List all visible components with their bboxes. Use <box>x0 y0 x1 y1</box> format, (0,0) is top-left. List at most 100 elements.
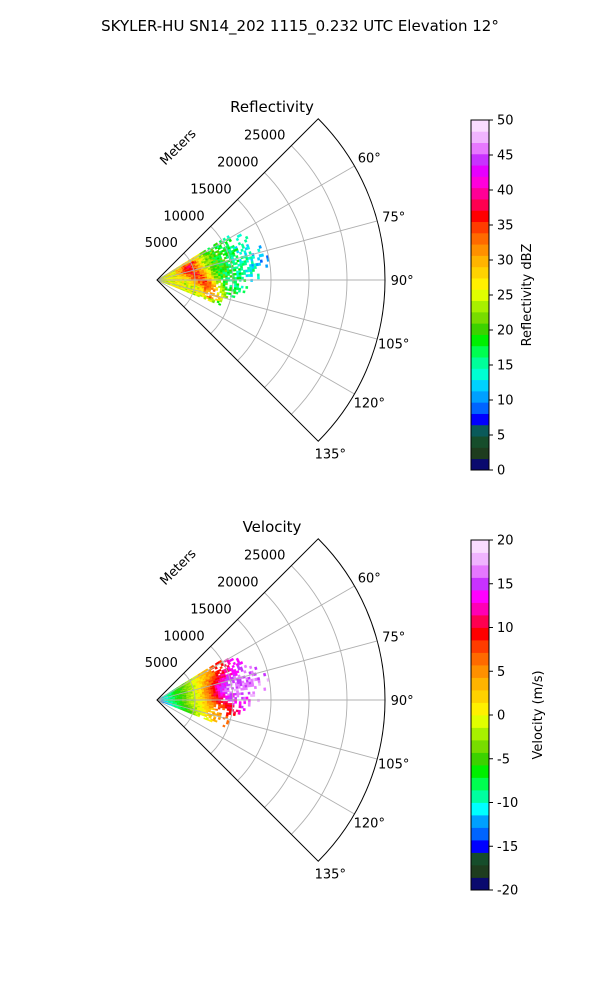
colorbar-swatch <box>471 120 489 132</box>
colorbar-swatch <box>471 752 489 766</box>
field-bin <box>216 280 219 283</box>
field-bin <box>224 706 228 709</box>
field-bin <box>209 697 212 700</box>
field-bin <box>218 280 221 283</box>
field-bin <box>202 698 206 700</box>
field-bin <box>226 689 230 693</box>
field-bin <box>225 721 229 725</box>
field-bin <box>224 691 228 695</box>
colorbar-tick-label: 10 <box>497 621 514 636</box>
field-bin <box>217 717 221 721</box>
colorbar-swatch <box>471 815 489 828</box>
field-bin <box>258 245 262 249</box>
field-bin <box>229 693 233 696</box>
reflectivity-colorbar: Reflectivity dBZ 0 5 10 15 20 25 30 35 40 45 50 <box>470 114 535 479</box>
colorbar-swatch <box>471 379 489 392</box>
range-tick-label: 10000 <box>163 209 204 224</box>
colorbar-tick-label: 15 <box>497 359 514 374</box>
azimuth-tick-label: 105° <box>378 337 409 352</box>
field-bin <box>213 285 217 288</box>
reflectivity-title: Reflectivity <box>230 98 314 116</box>
field-bin <box>222 724 226 728</box>
field-bin <box>222 701 226 704</box>
velocity-grid <box>156 538 386 862</box>
field-bin <box>253 685 257 690</box>
field-bin <box>197 295 200 298</box>
colorbar-swatch <box>471 210 489 223</box>
field-bin <box>197 698 201 700</box>
field-bin <box>226 708 230 711</box>
field-bin <box>220 282 224 285</box>
field-bin <box>244 687 248 691</box>
field-bin <box>227 697 231 700</box>
field-bin <box>231 664 235 669</box>
field-bin <box>215 702 219 705</box>
colorbar-tick-label: 20 <box>497 324 514 339</box>
field-bin <box>232 661 236 666</box>
field-bin <box>236 276 240 280</box>
field-bin <box>245 286 249 289</box>
field-bin <box>227 277 231 280</box>
field-bin <box>213 700 217 703</box>
colorbar-swatch <box>471 852 489 866</box>
field-bin <box>257 257 261 261</box>
colorbar-swatch <box>471 565 489 578</box>
field-bin <box>234 283 237 286</box>
field-bin <box>263 687 267 691</box>
field-bin <box>216 277 219 280</box>
colorbar-swatch <box>471 802 489 816</box>
azimuth-tick-label: 75° <box>382 211 405 226</box>
range-tick-label: 25000 <box>244 129 285 144</box>
range-tick-label: 20000 <box>217 156 258 171</box>
field-bin <box>217 285 221 288</box>
field-bin <box>207 290 211 293</box>
field-bin <box>234 281 237 284</box>
colorbar-swatch <box>471 278 489 290</box>
field-bin <box>234 697 237 700</box>
field-bin <box>222 281 226 284</box>
field-bin <box>220 277 224 280</box>
field-bin <box>234 272 237 276</box>
field-bin <box>241 696 244 700</box>
field-bin <box>240 285 244 289</box>
field-bin <box>218 277 221 280</box>
field-bin <box>252 691 256 695</box>
azimuth-line-75° <box>156 220 378 281</box>
field-bin <box>218 274 221 277</box>
field-bin <box>243 272 246 275</box>
field-bin <box>218 694 221 697</box>
colorbar-swatch <box>471 153 489 166</box>
field-bin <box>227 661 232 666</box>
field-bin <box>240 272 244 275</box>
reflectivity-range-ticks: 5000 10000 15000 20000 25000 <box>145 129 286 252</box>
field-bin <box>236 287 239 291</box>
azimuth-tick-label: 120° <box>354 817 385 832</box>
colorbar-swatch <box>471 142 489 155</box>
field-bin <box>238 276 242 280</box>
field-bin <box>229 697 233 700</box>
field-bin <box>213 702 217 705</box>
colorbar-tick-label: -20 <box>497 884 518 899</box>
colorbar-swatch <box>471 458 489 471</box>
colorbar-swatch <box>471 715 489 728</box>
field-bin <box>260 253 264 257</box>
azimuth-line-105° <box>156 279 378 340</box>
field-bin <box>240 248 244 252</box>
field-bin <box>251 683 255 687</box>
field-bin <box>232 295 236 299</box>
field-bin <box>250 694 253 697</box>
field-bin <box>218 275 221 279</box>
field-bin <box>243 664 248 669</box>
colorbar-tick-label: 35 <box>497 219 514 234</box>
field-bin <box>214 719 218 723</box>
colorbar-swatch <box>471 690 489 703</box>
velocity-title: Velocity <box>243 518 302 536</box>
velocity-colorbar: Velocity (m/s) -20 -15 -10 -5 0 5 10 15 20 <box>470 534 546 899</box>
field-bin <box>220 275 224 278</box>
colorbar-swatch <box>471 827 489 841</box>
colorbar-tick-label: 30 <box>497 254 514 269</box>
field-bin <box>258 682 262 686</box>
field-bin <box>234 277 237 280</box>
field-bin <box>226 288 230 291</box>
field-bin <box>225 277 228 280</box>
